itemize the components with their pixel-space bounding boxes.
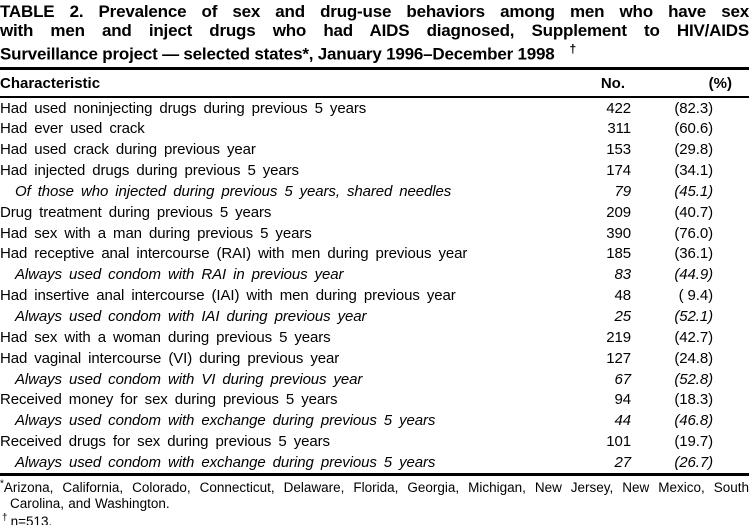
row-percentage: (29.8): [674, 141, 713, 159]
table-row: Had ever used crack 311 (60.6): [0, 119, 749, 140]
table-row: Drug treatment during previous 5 years 20…: [0, 202, 749, 223]
table-row: Always used condom with exchange during …: [0, 452, 749, 473]
row-characteristic: Had injected drugs during previous 5 yea…: [0, 162, 299, 180]
row-characteristic: Received money for sex during previous 5…: [0, 391, 338, 409]
footnote-text: n=513.: [10, 513, 53, 525]
dagger-footnote-marker: †: [569, 42, 577, 56]
table-row: Always used condom with RAI in previous …: [0, 264, 749, 285]
row-characteristic: Drug treatment during previous 5 years: [0, 203, 272, 221]
row-count: 25: [614, 308, 632, 326]
table-row: Had insertive anal intercourse (IAI) wit…: [0, 285, 749, 306]
row-percentage: (36.1): [674, 245, 713, 263]
row-count: 67: [614, 370, 632, 388]
row-characteristic: Of those who injected during previous 5 …: [15, 182, 452, 200]
row-percentage: (24.8): [674, 349, 713, 367]
row-count: 101: [606, 433, 631, 451]
horizontal-rule-top: [0, 66, 749, 70]
row-characteristic: Had used noninjecting drugs during previ…: [0, 99, 367, 117]
table-title-line: Surveillance project — selected states*,…: [0, 40, 749, 64]
table-row: Of those who injected during previous 5 …: [0, 181, 749, 202]
row-percentage: (60.6): [674, 120, 713, 138]
footnote-n: † n=513.: [0, 512, 749, 525]
table-row: Had sex with a man during previous 5 yea…: [0, 223, 749, 244]
row-count: 79: [614, 182, 632, 200]
row-count: 83: [614, 266, 632, 284]
table-header-row: Characteristic No. (%): [0, 70, 749, 96]
row-percentage: (82.3): [674, 99, 713, 117]
row-percentage: (18.3): [674, 391, 713, 409]
table-row: Always used condom with exchange during …: [0, 410, 749, 431]
row-percentage: (42.7): [674, 328, 713, 346]
row-percentage: (52.8): [674, 370, 713, 388]
table-title-line: with men and inject drugs who had AIDS d…: [0, 21, 749, 40]
row-count: 48: [614, 287, 632, 305]
column-header-characteristic: Characteristic: [0, 74, 101, 92]
table-row: Had receptive anal intercourse (RAI) wit…: [0, 244, 749, 265]
row-count: 27: [614, 453, 632, 471]
footnote-text: Arizona, California, Colorado, Connectic…: [3, 479, 749, 512]
row-characteristic: Always used condom with exchange during …: [15, 453, 436, 471]
table-body: Had used noninjecting drugs during previ…: [0, 98, 749, 473]
row-percentage: (52.1): [674, 308, 713, 326]
table-title: TABLE 2. Prevalence of sex and drug-use …: [0, 0, 749, 64]
asterisk-footnote-marker: *: [0, 478, 4, 490]
row-percentage: (76.0): [674, 224, 713, 242]
row-percentage: (40.7): [674, 203, 713, 221]
row-characteristic: Had receptive anal intercourse (RAI) wit…: [0, 245, 468, 263]
footnote-states: *Arizona, California, Colorado, Connecti…: [0, 478, 749, 513]
table-footnotes: *Arizona, California, Colorado, Connecti…: [0, 476, 749, 525]
row-percentage: (26.7): [674, 453, 713, 471]
row-characteristic: Had vaginal intercourse (VI) during prev…: [0, 349, 340, 367]
row-characteristic: Had ever used crack: [0, 120, 145, 138]
row-characteristic: Had insertive anal intercourse (IAI) wit…: [0, 287, 456, 305]
table-title-text: Surveillance project — selected states*,…: [0, 44, 555, 64]
table-row: Always used condom with VI during previo…: [0, 369, 749, 390]
row-count: 390: [606, 224, 631, 242]
table-row: Had used noninjecting drugs during previ…: [0, 98, 749, 119]
row-count: 209: [606, 203, 631, 221]
row-percentage: (45.1): [674, 182, 713, 200]
row-count: 127: [606, 349, 631, 367]
row-count: 94: [614, 391, 632, 409]
row-percentage: ( 9.4): [678, 287, 714, 305]
table-row: Received money for sex during previous 5…: [0, 389, 749, 410]
table-row: Had sex with a woman during previous 5 y…: [0, 327, 749, 348]
table-row: Always used condom with IAI during previ…: [0, 306, 749, 327]
row-characteristic: Always used condom with exchange during …: [15, 412, 436, 430]
row-characteristic: Always used condom with VI during previo…: [15, 370, 363, 388]
row-percentage: (44.9): [674, 266, 713, 284]
table-row: Received drugs for sex during previous 5…: [0, 431, 749, 452]
row-count: 185: [606, 245, 631, 263]
row-characteristic: Had used crack during previous year: [0, 141, 256, 159]
row-count: 311: [607, 120, 631, 138]
row-characteristic: Had sex with a man during previous 5 yea…: [0, 224, 312, 242]
row-characteristic: Always used condom with IAI during previ…: [15, 308, 367, 326]
row-count: 174: [606, 162, 631, 180]
row-percentage: (19.7): [674, 433, 713, 451]
row-characteristic: Received drugs for sex during previous 5…: [0, 433, 330, 451]
row-count: 44: [614, 412, 632, 430]
table-title-line: TABLE 2. Prevalence of sex and drug-use …: [0, 2, 749, 21]
table-row: Had used crack during previous year 153 (2…: [0, 139, 749, 160]
row-count: 422: [606, 99, 631, 117]
column-header-no: No.: [600, 74, 625, 92]
table-row: Had injected drugs during previous 5 yea…: [0, 160, 749, 181]
row-count: 153: [606, 141, 631, 159]
dagger-footnote-marker: †: [2, 512, 8, 524]
horizontal-rule-header: [0, 95, 749, 98]
row-characteristic: Had sex with a woman during previous 5 y…: [0, 328, 331, 346]
horizontal-rule-bottom: [0, 472, 749, 476]
table-row: Had vaginal intercourse (VI) during prev…: [0, 348, 749, 369]
row-characteristic: Always used condom with RAI in previous …: [15, 266, 344, 284]
row-percentage: (46.8): [674, 412, 713, 430]
row-count: 219: [606, 328, 631, 346]
column-header-pct: (%): [708, 74, 732, 92]
row-percentage: (34.1): [674, 162, 713, 180]
